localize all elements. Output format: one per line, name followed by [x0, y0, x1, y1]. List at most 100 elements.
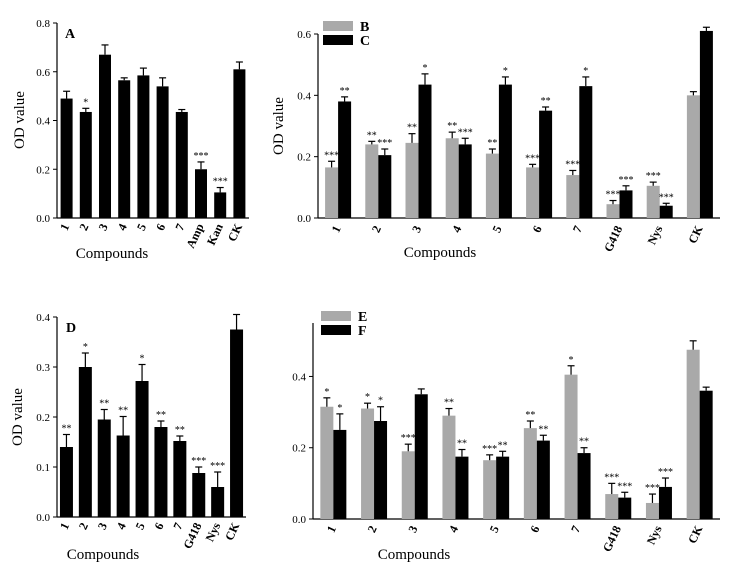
- x-tick-label: G418: [180, 520, 204, 551]
- x-tick-label: G418: [600, 523, 624, 554]
- bar-d: [116, 435, 130, 517]
- significance-label: *: [503, 66, 508, 77]
- significance-label: ***: [619, 175, 634, 186]
- bar-e: [523, 428, 537, 519]
- significance-label: **: [156, 410, 166, 421]
- x-tick-label: 4: [449, 223, 464, 234]
- y-axis-title: OD value: [10, 388, 26, 446]
- y-tick-label: 0.2: [292, 443, 306, 455]
- x-tick-label: CK: [685, 523, 706, 546]
- bar-a: [99, 54, 111, 218]
- bar-e: [401, 451, 415, 519]
- y-tick-label: 0.6: [36, 67, 50, 79]
- significance-label: *: [569, 355, 574, 366]
- significance-label: *: [583, 66, 588, 77]
- significance-label: **: [447, 121, 457, 132]
- bar-b: [606, 204, 620, 218]
- bar-b: [325, 167, 339, 218]
- bar-e: [361, 408, 375, 519]
- panel-d: 0.0 0.1 0.2 0.3 0.4 ** 1 * 2 ** 3 ** 4 * 5 ** 6 ** 7 *** G41…: [10, 312, 246, 563]
- significance-label: ***: [659, 192, 674, 203]
- y-tick-label: 0.1: [36, 462, 50, 474]
- bar-b: [365, 144, 379, 218]
- bar-d: [211, 487, 225, 517]
- panel-label: A: [65, 27, 76, 42]
- bar-a: [60, 98, 73, 218]
- x-tick-label: 1: [324, 523, 339, 534]
- significance-label: **: [498, 440, 508, 451]
- bar-b: [485, 153, 499, 218]
- significance-label: ***: [458, 127, 473, 138]
- significance-label: ***: [324, 150, 339, 161]
- bar-a: [118, 80, 131, 218]
- x-tick-label: 1: [57, 221, 72, 232]
- x-tick-label: Amp: [183, 221, 207, 250]
- bar-e: [605, 494, 619, 519]
- bar-e: [686, 349, 700, 519]
- legend-swatch: [323, 21, 353, 31]
- x-tick-label: 5: [134, 221, 149, 232]
- x-tick-label: 7: [172, 221, 187, 232]
- significance-label: *: [365, 392, 370, 403]
- x-tick-label: 5: [487, 523, 502, 534]
- bar-b: [405, 142, 419, 218]
- significance-label: **: [487, 138, 497, 149]
- significance-label: ***: [606, 190, 621, 201]
- significance-label: **: [99, 399, 109, 410]
- bar-c: [699, 30, 713, 218]
- significance-label: *: [83, 97, 88, 108]
- x-tick-label: 1: [57, 520, 72, 531]
- x-tick-label: 6: [527, 523, 542, 534]
- significance-label: ***: [658, 467, 673, 478]
- bar-f: [414, 394, 428, 519]
- significance-label: **: [175, 425, 185, 436]
- x-axis-title: Compounds: [404, 245, 477, 261]
- significance-label: *: [83, 342, 88, 353]
- legend-swatch: [323, 35, 353, 45]
- x-tick-label: CK: [685, 223, 706, 246]
- bar-f: [658, 486, 672, 519]
- significance-label: *: [423, 63, 428, 74]
- significance-label: ***: [646, 171, 661, 182]
- x-tick-label: Kan: [204, 221, 226, 247]
- x-tick-label: 2: [76, 520, 91, 531]
- bar-c: [498, 84, 512, 218]
- significance-label: ***: [401, 433, 416, 444]
- bar-e: [320, 406, 334, 519]
- x-tick-label: 4: [115, 221, 130, 232]
- bar-f: [496, 456, 510, 519]
- bar-c: [458, 144, 472, 218]
- significance-label: ***: [482, 444, 497, 455]
- y-axis-title: OD value: [12, 91, 28, 149]
- legend-swatch: [321, 311, 351, 321]
- x-tick-label: 7: [570, 223, 585, 234]
- x-tick-label: CK: [225, 221, 246, 244]
- x-tick-label: 3: [95, 221, 110, 232]
- y-tick-label: 0.4: [36, 116, 50, 128]
- bar-d: [154, 427, 168, 517]
- bar-b: [566, 175, 580, 218]
- significance-label: **: [61, 424, 71, 435]
- bar-a: [137, 75, 150, 218]
- x-tick-label: 2: [76, 221, 91, 232]
- bar-f: [699, 390, 713, 519]
- bar-a: [233, 69, 246, 218]
- x-axis-title: Compounds: [76, 246, 149, 262]
- legend-swatch: [321, 325, 351, 335]
- legend-label: C: [360, 34, 370, 49]
- x-axis-title: Compounds: [67, 547, 140, 563]
- bar-d: [59, 447, 73, 517]
- x-tick-label: Nys: [645, 223, 666, 247]
- x-tick-label: 3: [409, 223, 424, 234]
- y-tick-label: 0.4: [297, 90, 311, 102]
- x-tick-label: G418: [601, 223, 625, 254]
- bar-f: [374, 421, 388, 519]
- bar-a: [175, 111, 188, 218]
- x-tick-label: 6: [530, 223, 545, 234]
- y-tick-label: 0.0: [36, 512, 50, 524]
- panel-ef: 0.00.20.4**1* *2***3****4*** **5****6***7*…: [292, 310, 720, 563]
- x-tick-label: 7: [170, 520, 185, 531]
- significance-label: **: [340, 86, 350, 97]
- y-tick-label: 0.2: [36, 412, 50, 424]
- significance-label: **: [538, 424, 548, 435]
